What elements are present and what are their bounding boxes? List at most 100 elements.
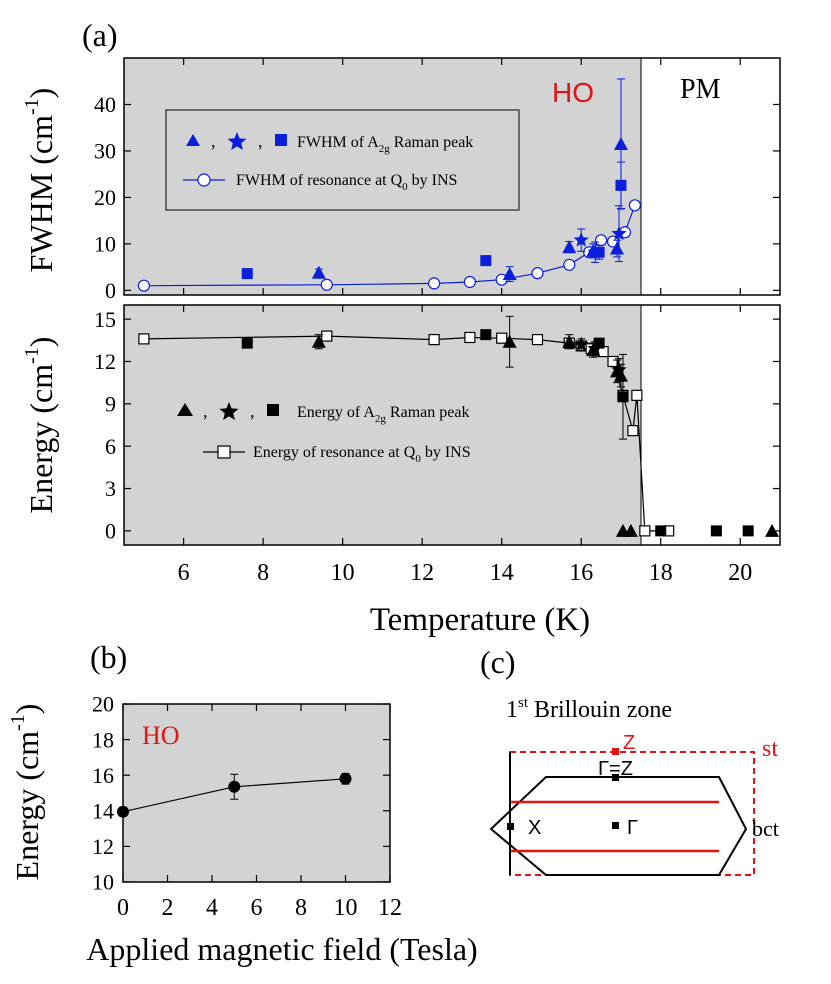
legend-sep-1: , bbox=[211, 131, 216, 151]
panel-label-a: (a) bbox=[82, 17, 118, 53]
ho-region-bottom bbox=[124, 305, 641, 545]
y-axis-title-bottom: Energy (cm-1) bbox=[21, 337, 59, 514]
fwhm-point-open-circle bbox=[137, 279, 150, 292]
field-ytick-label: 10 bbox=[92, 870, 114, 895]
field-xtick-label: 8 bbox=[295, 895, 307, 921]
legend-sep-2: , bbox=[258, 131, 263, 151]
energy-ytick-label: 12 bbox=[94, 349, 116, 374]
label-bct: bct bbox=[752, 816, 779, 841]
legend-sep-4: , bbox=[250, 401, 255, 421]
legend-star-black bbox=[219, 402, 239, 420]
energy-xtick-label: 18 bbox=[649, 560, 673, 586]
gamma-point bbox=[612, 822, 619, 829]
fwhm-y-ticks: 0 10 20 30 40 bbox=[94, 92, 780, 303]
field-ytick-label: 18 bbox=[92, 727, 114, 752]
panel-label-c: (c) bbox=[480, 644, 516, 680]
fwhm-point-square bbox=[241, 268, 253, 280]
fwhm-point-open-circle bbox=[463, 275, 476, 289]
legend-top-markers: , , bbox=[183, 131, 287, 187]
energy-point-open-square bbox=[428, 333, 440, 346]
panel-label-b: (b) bbox=[90, 639, 127, 675]
energy-point-triangle bbox=[613, 368, 628, 382]
ho-region-label-b: HO bbox=[142, 721, 180, 750]
fwhm-point-open-circle bbox=[531, 267, 544, 280]
energy-point-open-square bbox=[321, 330, 333, 342]
fwhm-ytick-label: 20 bbox=[94, 185, 116, 210]
energy-y-ticks: 0 3 6 9 12 15 bbox=[94, 307, 780, 544]
legend-text-ins-energy: Energy of resonance at Q0 by INS bbox=[253, 444, 471, 465]
ho-region-b bbox=[122, 703, 391, 883]
plot-frame-bottom bbox=[123, 304, 781, 546]
energy-point-open-square bbox=[496, 332, 508, 344]
energy-series-square bbox=[241, 329, 754, 537]
energy-point-triangle bbox=[765, 523, 780, 537]
energy-point-square bbox=[480, 329, 492, 341]
legend-text-raman-fwhm: FWHM of A2g Raman peak bbox=[297, 134, 473, 155]
fwhm-point-open-circle bbox=[428, 277, 441, 290]
fwhm-point-open-circle bbox=[320, 278, 333, 291]
top-data-layer bbox=[137, 78, 641, 292]
energy-point-open-square bbox=[138, 333, 150, 345]
label-gamma: Γ bbox=[627, 817, 638, 839]
field-y-ticks: 10 12 14 16 18 20 bbox=[92, 692, 390, 895]
field-ytick-label: 20 bbox=[92, 692, 114, 717]
legend-triangle-black bbox=[177, 403, 193, 416]
energy-ytick-label: 3 bbox=[105, 476, 116, 501]
energy-point-open-square bbox=[627, 425, 639, 437]
fwhm-point-open-circle bbox=[628, 199, 641, 212]
label-gamma-equals-z: Γ=Z bbox=[598, 758, 633, 780]
fwhm-point-triangle bbox=[613, 136, 628, 150]
fwhm-point-star bbox=[573, 232, 589, 247]
panel-a-bottom: 0 3 6 9 12 15 6 8 10 12 14 16 18 20 Energy (cm-1) Te… bbox=[21, 304, 781, 638]
fwhm-ytick-label: 30 bbox=[94, 139, 116, 164]
fwhm-point-triangle bbox=[311, 265, 326, 279]
energy-point-triangle bbox=[623, 523, 638, 537]
fwhm-point-triangle bbox=[609, 241, 624, 255]
bct-zone-outline bbox=[489, 776, 748, 876]
pm-region-label: PM bbox=[680, 74, 721, 105]
brillouin-title: 1st Brillouin zone bbox=[506, 695, 672, 723]
energy-point-triangle bbox=[562, 334, 577, 348]
legend-square-blue bbox=[275, 134, 287, 146]
legend-box-top bbox=[165, 109, 520, 211]
x-point bbox=[507, 823, 514, 830]
gamma-z-point bbox=[612, 774, 619, 781]
energy-xtick-label: 20 bbox=[728, 560, 752, 586]
legend-open-square bbox=[217, 445, 231, 459]
legend-open-circle bbox=[197, 173, 211, 187]
energy-point-star bbox=[573, 336, 589, 351]
field-xtick-label: 2 bbox=[162, 895, 174, 921]
field-point-filled-circle bbox=[117, 805, 129, 818]
legend-text-raman-energy: Energy of A2g Raman peak bbox=[297, 404, 469, 425]
legend-sep-3: , bbox=[203, 401, 208, 421]
fwhm-ytick-label: 0 bbox=[105, 278, 116, 303]
energy-ytick-label: 0 bbox=[105, 519, 116, 544]
energy-point-triangle bbox=[311, 334, 326, 348]
energy-point-open-square bbox=[464, 331, 476, 344]
energy-point-square bbox=[241, 337, 253, 349]
plot-frame-top bbox=[123, 57, 781, 296]
fwhm-ytick-label: 10 bbox=[94, 232, 116, 257]
energy-point-square bbox=[655, 525, 667, 537]
field-xtick-label: 0 bbox=[117, 895, 129, 921]
energy-point-square bbox=[710, 525, 722, 537]
field-xtick-label: 4 bbox=[206, 895, 218, 921]
field-ytick-label: 12 bbox=[92, 834, 114, 859]
y-axis-title-b: Energy (cm-1) bbox=[7, 704, 45, 881]
field-point-filled-circle bbox=[228, 780, 241, 793]
legend-triangle-blue bbox=[186, 134, 200, 146]
label-x: X bbox=[528, 817, 541, 839]
legend-square-black bbox=[267, 404, 279, 416]
label-st: st bbox=[762, 736, 778, 762]
fwhm-point-square bbox=[593, 246, 605, 258]
x-axis-title-temperature: Temperature (K) bbox=[370, 602, 590, 638]
legend-top: , , FWHM of A2g Raman peak FWHM of reson… bbox=[165, 109, 520, 211]
legend-bottom: , , Energy of A2g Raman peak Energy of r… bbox=[177, 401, 471, 465]
fwhm-ytick-label: 40 bbox=[94, 92, 116, 117]
panel-c: (c) 1st Brillouin zone Z Γ=Z X Γ st bct bbox=[480, 644, 779, 876]
energy-point-triangle bbox=[502, 334, 517, 348]
fwhm-point-open-circle bbox=[563, 258, 576, 271]
energy-xtick-label: 14 bbox=[490, 560, 514, 586]
fwhm-point-open-circle bbox=[594, 234, 608, 247]
